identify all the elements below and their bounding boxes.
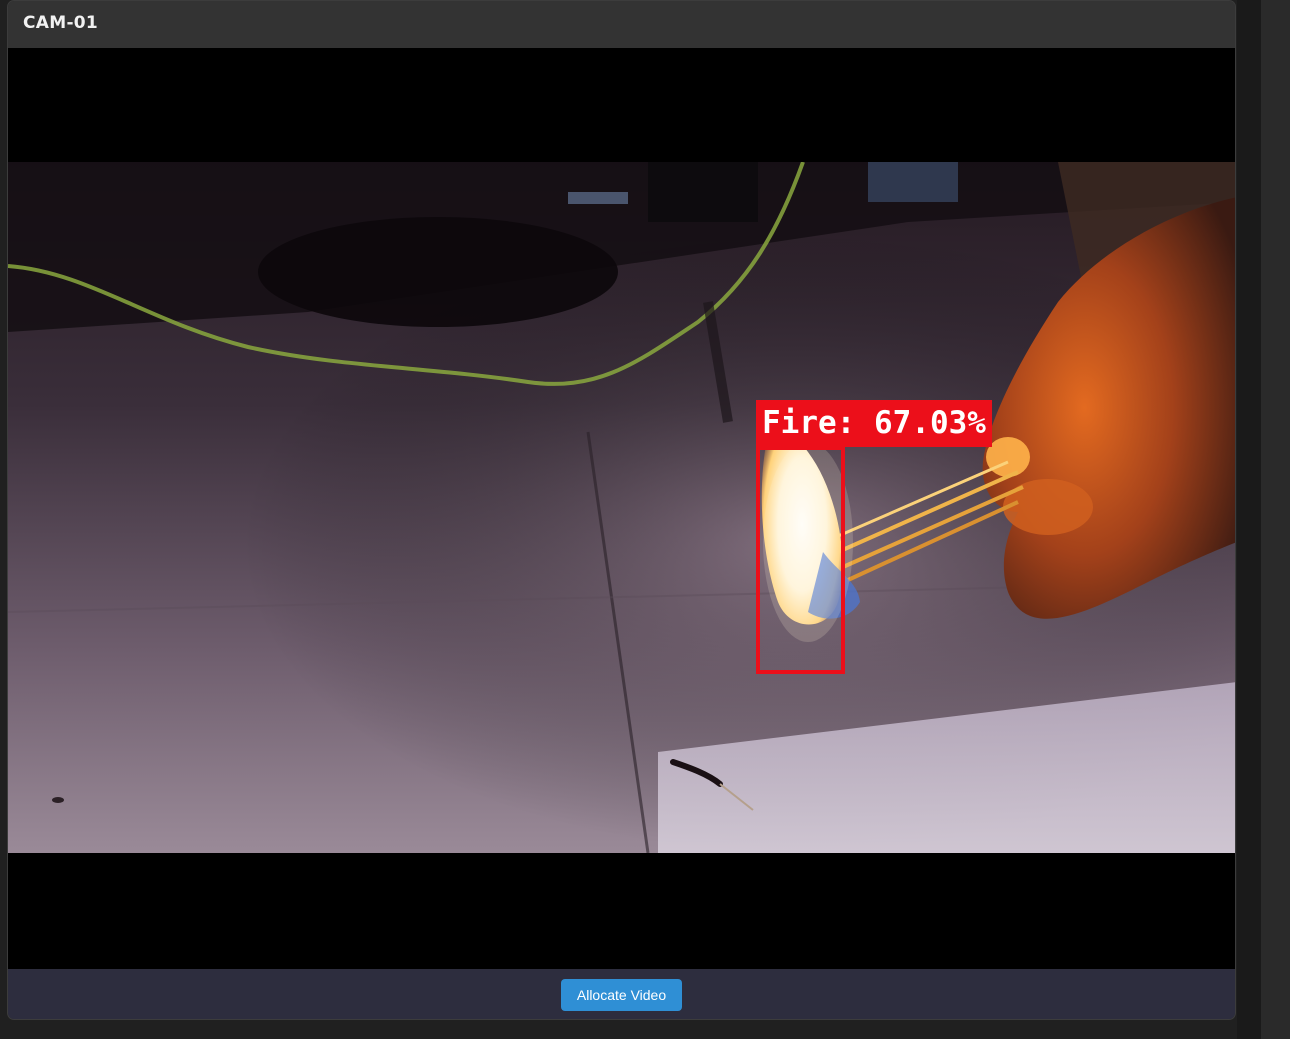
page-scroll-track [1261, 0, 1290, 1039]
page-gutter [1237, 0, 1261, 1039]
video-frame [8, 162, 1235, 853]
camera-card: CAM-01 [7, 0, 1236, 1020]
fire-detection-label: Fire: 67.03% [756, 400, 992, 447]
camera-card-footer: Allocate Video [8, 969, 1235, 1019]
video-player[interactable]: Fire: 67.03% [8, 48, 1235, 969]
allocate-video-button[interactable]: Allocate Video [561, 979, 682, 1011]
camera-title: CAM-01 [23, 13, 99, 33]
fire-detection-box [756, 446, 845, 674]
camera-card-header: CAM-01 [8, 1, 1235, 48]
